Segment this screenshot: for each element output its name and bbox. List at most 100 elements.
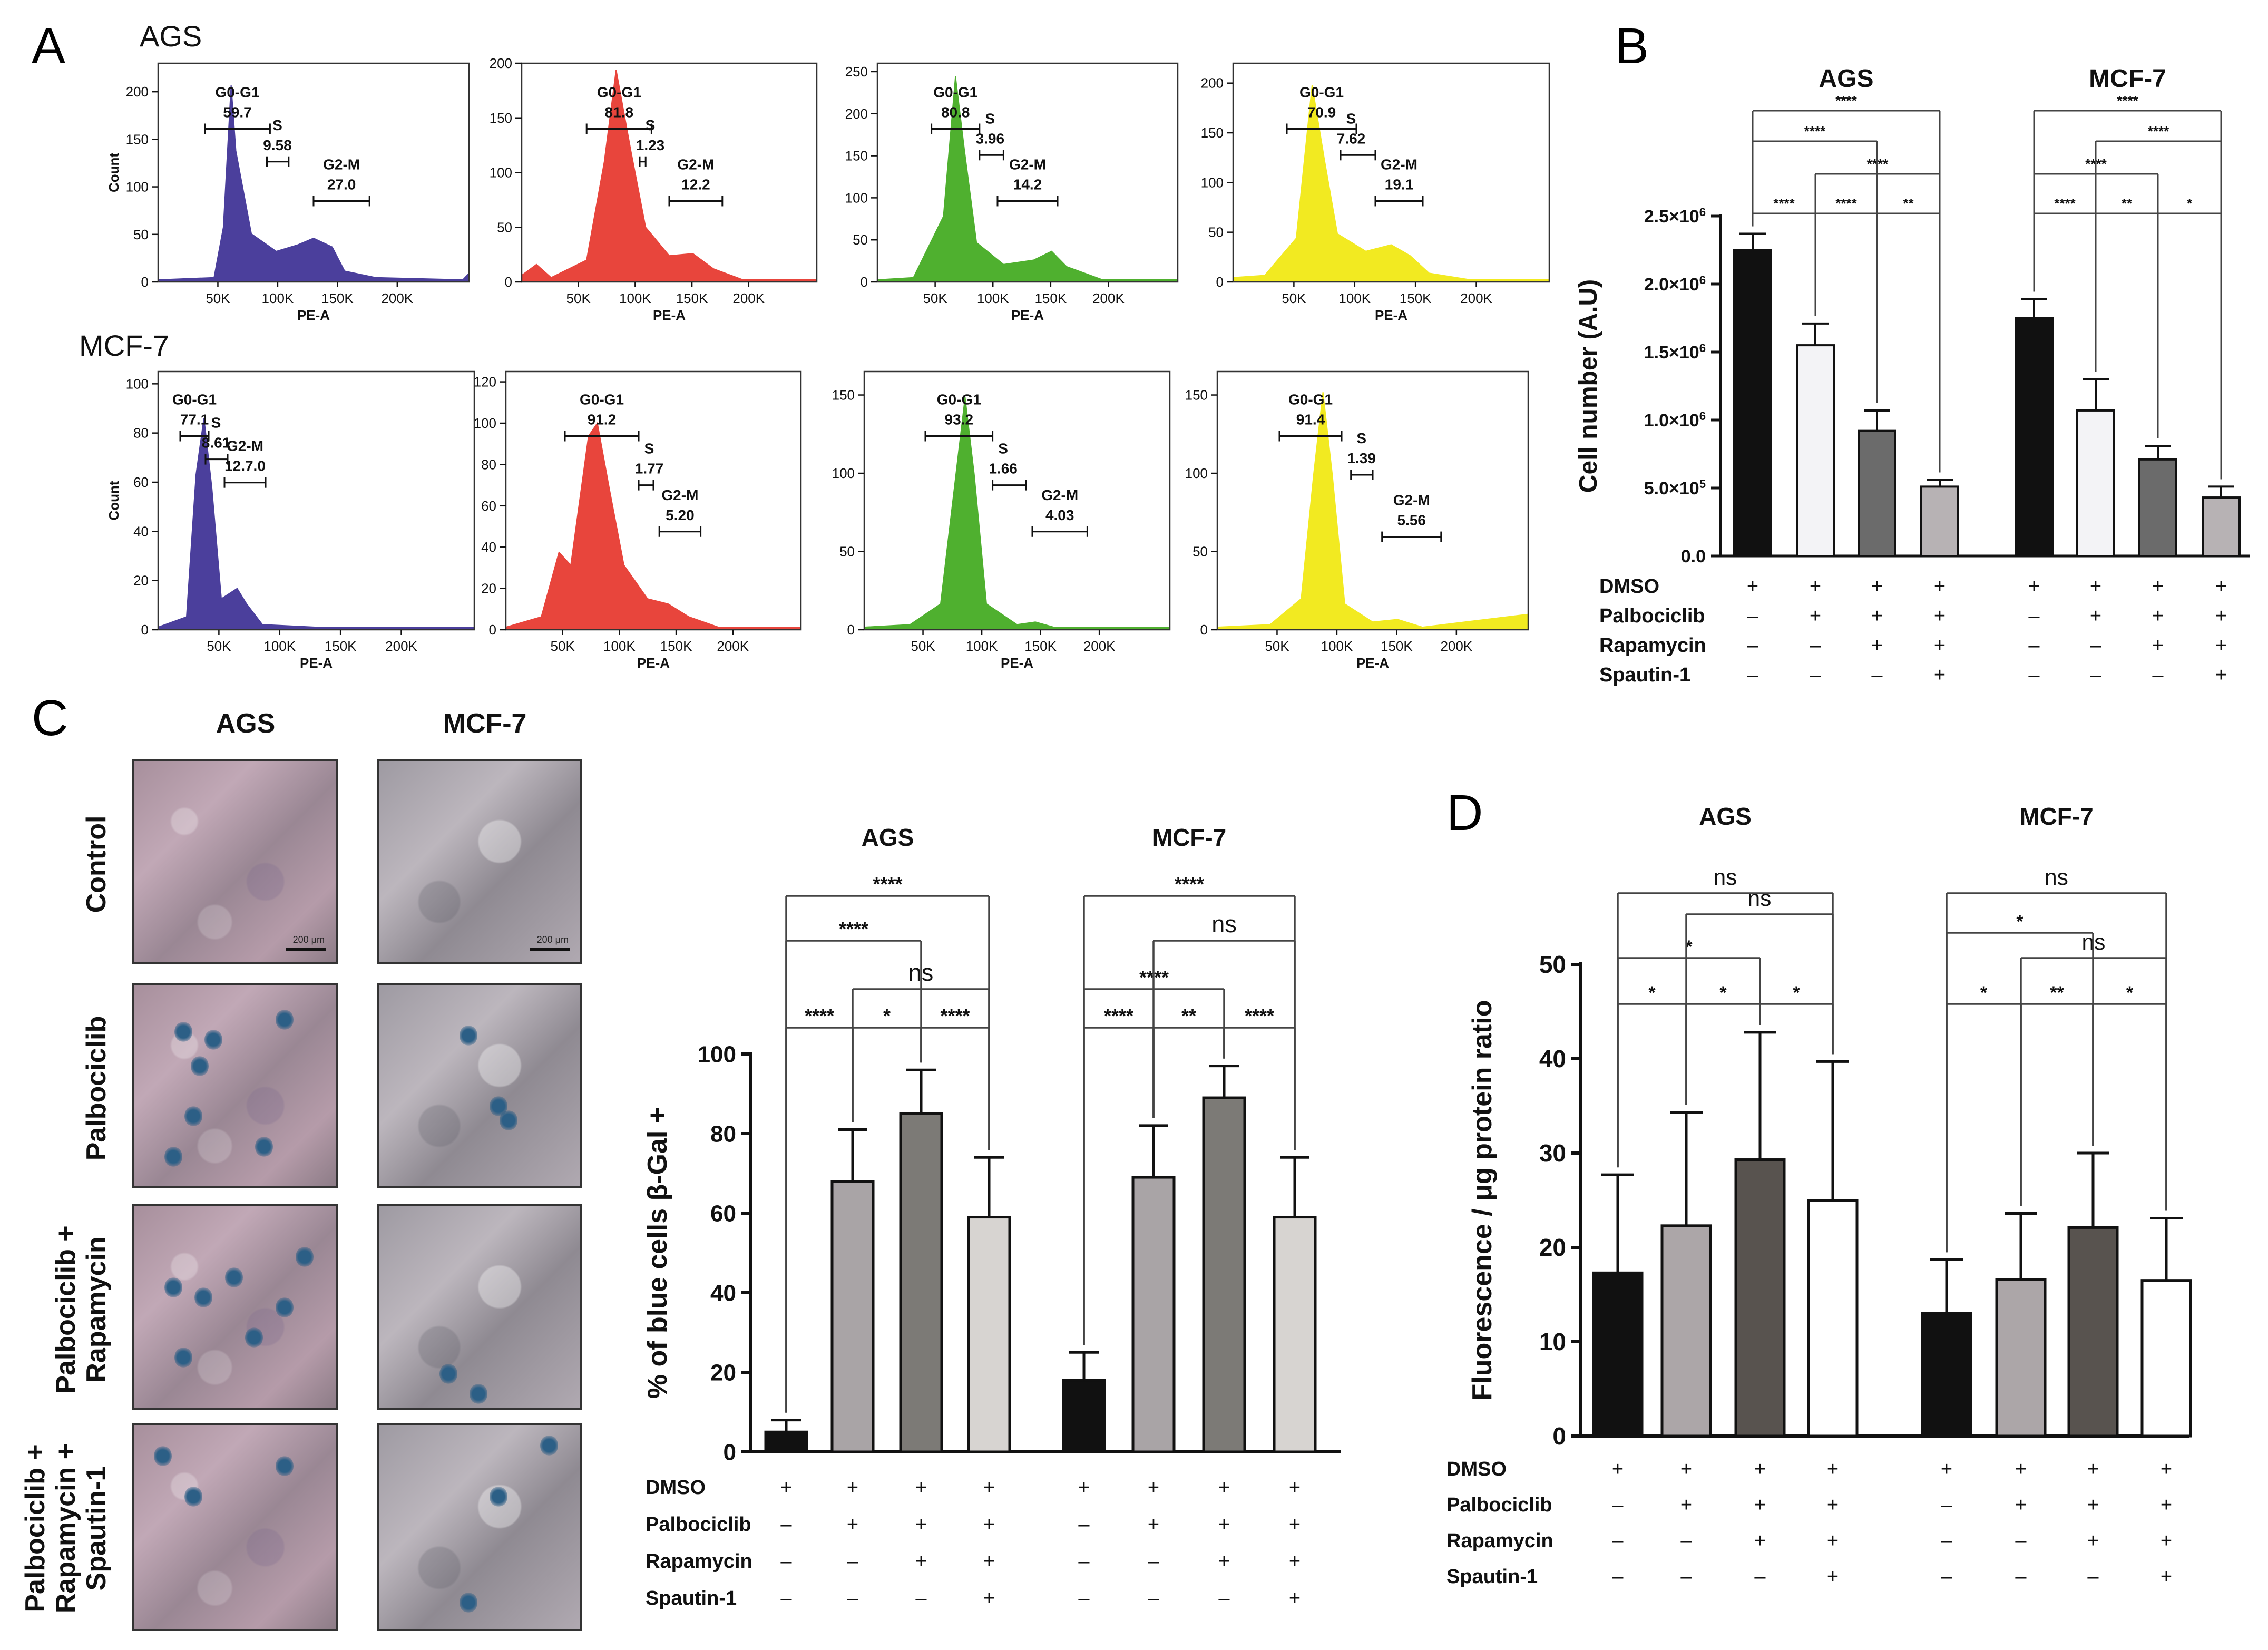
bar-mcf-7-3	[1202, 1096, 1246, 1453]
treatment-mark: –	[915, 1587, 927, 1609]
significance-bracket: ****	[785, 873, 990, 1413]
y-tick-label: 200	[1201, 75, 1224, 91]
significance-bracket: *	[1946, 983, 2022, 1253]
gate-label: G0-G1	[215, 84, 259, 101]
y-tick-label: 40	[133, 523, 149, 539]
micrograph-mcf7-3	[377, 1204, 582, 1410]
gate-value: 9.58	[263, 137, 292, 153]
treatment-label: DMSO	[1599, 575, 1659, 598]
gate-g0-g1: G0-G1 77.1	[172, 392, 217, 442]
treatment-mark: –	[1747, 634, 1758, 657]
gate-value: 5.20	[666, 507, 695, 523]
x-axis-label: PE-A	[637, 655, 670, 671]
y-tick-label: 120	[474, 374, 496, 390]
x-tick-label: 50K	[207, 638, 231, 654]
gate-label: G2-M	[323, 156, 360, 172]
significance-label: ****	[1804, 123, 1826, 139]
significance-label: *	[2126, 983, 2134, 1003]
treatment-mark: –	[2090, 634, 2101, 657]
gate-label: G2-M	[677, 156, 714, 172]
gate-value: 3.96	[976, 130, 1005, 147]
y-tick-label: 0.0	[1681, 546, 1706, 567]
treatment-mark: –	[1941, 1566, 1952, 1588]
x-tick-label: 150K	[1024, 638, 1057, 654]
treatment-mark: –	[1218, 1587, 1230, 1609]
panel-letter-b: B	[1615, 18, 1649, 74]
gate-label: G0-G1	[580, 392, 624, 408]
treatment-mark: +	[915, 1477, 927, 1499]
y-tick-label: 0	[724, 1439, 736, 1465]
treatment-mark: +	[1747, 575, 1758, 598]
treatment-mark: +	[2161, 1494, 2172, 1516]
bar-ags-3	[899, 1112, 943, 1453]
histogram-plot-mcf-7-2: 0 20 40 60 80 100 120 50K 100K 150K 200K PE-A G0-G1 9…	[474, 370, 802, 671]
treatment-mark: –	[2090, 664, 2101, 686]
treatment-mark: +	[2215, 664, 2227, 686]
gate-label: S	[644, 441, 654, 457]
y-tick-exponent: 5	[1699, 477, 1706, 490]
treatment-mark: –	[1941, 1494, 1952, 1516]
gate-label: G2-M	[227, 438, 263, 454]
gate-label: S	[646, 117, 656, 133]
scale-bar-label: 200 μm	[536, 934, 569, 945]
gate-label: G2-M	[1381, 156, 1417, 172]
gate-label: S	[1346, 110, 1356, 126]
micrograph-mcf7-1: 200 μm	[377, 759, 582, 964]
stained-cell	[296, 1246, 314, 1268]
significance-label: ns	[1714, 865, 1737, 890]
x-tick-label: 200K	[717, 638, 749, 654]
treatment-label: Spautin-1	[646, 1587, 737, 1609]
significance-label: **	[2050, 983, 2064, 1003]
gate-s: S 9.58	[263, 117, 292, 167]
y-tick-base: 2.0×10	[1644, 275, 1699, 295]
significance-bracket: ns	[1617, 865, 1834, 1168]
x-tick-label: 50K	[1265, 638, 1289, 654]
gate-g0-g1: G0-G1 59.7	[204, 84, 271, 134]
gate-value: 27.0	[327, 176, 356, 192]
treatment-mark: +	[1754, 1494, 1766, 1516]
x-tick-label: 50K	[566, 290, 591, 306]
y-tick-base: 1.0×10	[1644, 411, 1699, 431]
y-tick-label: 0	[141, 274, 149, 290]
treatment-mark: +	[2087, 1494, 2099, 1516]
gate-value: 77.1	[180, 412, 209, 428]
y-tick-label: 200	[126, 84, 149, 100]
bar-mcf-7-2	[1995, 1278, 2047, 1438]
y-axis-label: Cell number (A.U)	[1575, 279, 1602, 493]
gate-g2-m: G2-M 5.20	[658, 487, 702, 537]
treatment-mark: +	[780, 1477, 792, 1499]
bar-mcf-7-4	[2202, 496, 2241, 557]
x-axis-label: PE-A	[1001, 655, 1033, 671]
gate-value: 8.61	[202, 435, 231, 451]
significance-bracket: **	[2020, 983, 2094, 1206]
stained-cell	[459, 1592, 477, 1614]
stained-cell	[459, 1025, 477, 1047]
y-tick-label: 100	[845, 190, 868, 206]
significance-bracket: *	[2157, 196, 2222, 480]
y-tick-label: 150	[1185, 387, 1208, 403]
treatment-mark: +	[2152, 634, 2164, 657]
significance-bracket: *	[1759, 983, 1834, 1055]
y-tick-label: 100	[126, 179, 149, 195]
y-tick-label: 50	[497, 219, 512, 235]
x-tick-label: 200K	[385, 638, 417, 654]
x-tick-label: 50K	[923, 290, 947, 306]
treatment-mark: +	[1754, 1530, 1766, 1552]
y-tick-label: 0	[141, 622, 149, 638]
treatment-mark: +	[2161, 1458, 2172, 1480]
bar-ags-3	[1858, 429, 1896, 558]
y-tick-label: 100	[1185, 465, 1208, 481]
y-tick-exponent: 6	[1699, 341, 1706, 354]
y-axis-label: Fluorescence / μg protein ratio	[1467, 1000, 1498, 1401]
plot-frame	[521, 62, 818, 283]
y-tick-label: 0	[505, 274, 512, 290]
significance-label: ns	[1748, 886, 1772, 911]
significance-label: **	[2122, 196, 2133, 211]
x-axis-label: PE-A	[297, 307, 330, 323]
y-tick-label: 5.0×105	[1644, 477, 1706, 499]
gate-label: S	[1356, 430, 1366, 446]
treatment-mark: +	[915, 1514, 927, 1536]
micrograph-column-title: AGS	[216, 708, 276, 739]
